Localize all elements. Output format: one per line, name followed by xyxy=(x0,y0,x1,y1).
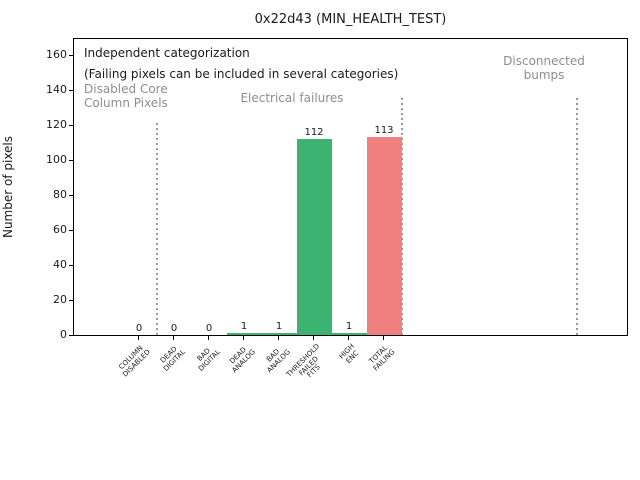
y-tick-mark xyxy=(69,159,73,161)
bar-value-label: 113 xyxy=(374,124,394,136)
chart-title: 0x22d43 (MIN_HEALTH_TEST) xyxy=(254,12,447,27)
x-tick-mark xyxy=(382,336,384,340)
y-tick-label: 20 xyxy=(53,292,67,306)
y-tick-mark xyxy=(69,124,73,126)
x-tick-mark xyxy=(347,336,349,340)
y-tick-label: 80 xyxy=(53,187,67,201)
y-tick-label: 160 xyxy=(46,47,67,61)
y-tick-label: 0 xyxy=(60,328,67,341)
x-tick-label-high-enc: HIGH ENC xyxy=(337,342,361,365)
y-tick-mark xyxy=(69,229,73,231)
bar-value-label: 0 xyxy=(170,323,178,334)
bar-value-label: 0 xyxy=(205,323,213,334)
bar-threshold-failed-fits xyxy=(296,138,332,335)
x-tick-mark xyxy=(312,336,314,340)
x-tick-label-dead-digital: DEAD DIGITAL xyxy=(158,344,187,373)
y-tick-mark xyxy=(69,335,73,336)
bar-value-label: 1 xyxy=(345,321,353,333)
bar-value-label: 1 xyxy=(275,321,283,333)
x-tick-label-dead-analog: DEAD ANALOG xyxy=(227,345,257,375)
region-divider-dotted-line xyxy=(575,98,578,335)
bar-total-failing xyxy=(366,136,402,335)
bar-bad-analog xyxy=(261,333,297,335)
y-tick-label: 100 xyxy=(46,152,67,166)
x-tick-mark xyxy=(172,336,174,340)
y-tick-label: 120 xyxy=(46,117,67,131)
y-tick-label: 40 xyxy=(53,257,67,271)
region-label-disconnected-bumps: Disconnected bumps xyxy=(503,54,585,82)
x-tick-label-threshold-failed-fits: THRESHOLD FAILED FITS xyxy=(284,342,322,380)
y-tick-mark xyxy=(69,54,73,56)
bar-value-label: 1 xyxy=(240,321,248,333)
bar-value-label: 0 xyxy=(135,323,143,334)
x-tick-label-column-disabled: COLUMN DISABLED xyxy=(117,344,152,379)
x-tick-mark xyxy=(242,336,244,340)
y-tick-mark xyxy=(69,89,73,91)
y-tick-mark xyxy=(69,194,73,196)
region-divider-dotted-line xyxy=(400,98,403,335)
annotation-several-categories-note: (Failing pixels can be included in sever… xyxy=(84,67,399,81)
x-tick-mark xyxy=(277,336,279,340)
plot-area: Independent categorization (Failing pixe… xyxy=(73,38,628,336)
y-tick-label: 140 xyxy=(46,82,67,96)
region-label-disabled-core-column-pixels: Disabled Core Column Pixels xyxy=(84,82,168,110)
x-tick-mark xyxy=(207,336,209,340)
annotation-independent-categorization: Independent categorization xyxy=(84,46,250,60)
y-axis-label: Number of pixels xyxy=(1,135,15,239)
region-divider-dotted-line xyxy=(155,123,158,335)
region-label-electrical-failures: Electrical failures xyxy=(240,91,344,105)
bar-value-label: 112 xyxy=(304,126,324,138)
x-tick-label-total-failing: TOTAL FAILING xyxy=(367,343,397,373)
bar-dead-analog xyxy=(226,333,262,335)
y-tick-mark xyxy=(69,299,73,301)
bar-high-enc xyxy=(331,333,367,335)
x-tick-mark xyxy=(137,336,139,340)
x-tick-label-bad-digital: BAD DIGITAL xyxy=(195,346,222,373)
y-tick-label: 60 xyxy=(53,222,67,236)
y-tick-mark xyxy=(69,264,73,266)
